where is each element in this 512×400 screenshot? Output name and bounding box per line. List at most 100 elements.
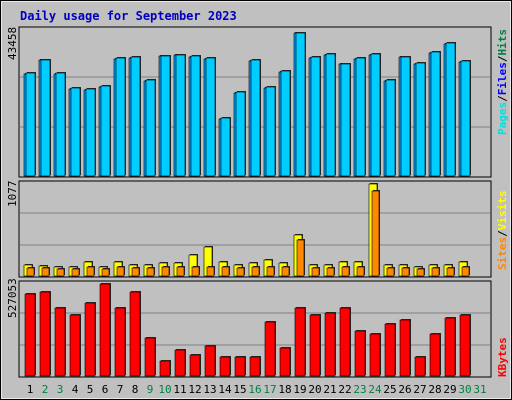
- legend-kbytes: KBytes: [496, 337, 509, 377]
- kbytes-bar-14: [219, 356, 231, 377]
- x-label-day-1: 1: [27, 383, 34, 396]
- x-label-day-13: 13: [203, 383, 216, 396]
- files-bar-30: [460, 60, 471, 177]
- legend-sep-1: /: [496, 95, 509, 102]
- sites-bar-19: [296, 239, 305, 277]
- x-label-day-3: 3: [57, 383, 64, 396]
- kbytes-bar-10: [159, 360, 171, 377]
- x-label-day-18: 18: [278, 383, 291, 396]
- x-label-day-8: 8: [132, 383, 139, 396]
- sites-bar-8: [131, 267, 140, 277]
- y-max-label-kbytes: 527053: [6, 278, 19, 318]
- x-label-day-30: 30: [458, 383, 471, 396]
- sites-bar-12: [191, 266, 200, 277]
- kbytes-bar-2: [39, 291, 51, 377]
- kbytes-bar-18: [279, 347, 291, 377]
- x-label-day-21: 21: [323, 383, 336, 396]
- files-bar-29: [445, 42, 456, 177]
- files-bar-3: [55, 72, 66, 177]
- sites-bar-5: [86, 266, 95, 277]
- files-bar-24: [370, 53, 381, 177]
- files-bar-23: [355, 57, 366, 177]
- sites-bar-18: [281, 266, 290, 277]
- kbytes-bar-12: [189, 354, 201, 377]
- kbytes-bar-29: [444, 317, 456, 377]
- bars-kbytes: [24, 283, 471, 377]
- sites-bar-11: [176, 266, 185, 277]
- sites-bar-20: [311, 267, 320, 277]
- files-bar-15: [235, 91, 246, 177]
- kbytes-bar-5: [84, 302, 96, 377]
- kbytes-bar-7: [114, 307, 126, 377]
- kbytes-bar-9: [144, 337, 156, 377]
- x-label-day-23: 23: [353, 383, 366, 396]
- kbytes-bar-11: [174, 349, 186, 377]
- x-label-day-20: 20: [308, 383, 321, 396]
- files-bar-28: [430, 51, 441, 177]
- kbytes-bar-28: [429, 333, 441, 377]
- sites-bar-15: [236, 267, 245, 277]
- kbytes-bar-1: [24, 293, 36, 377]
- sites-bar-29: [446, 267, 455, 277]
- sites-bar-10: [161, 266, 170, 277]
- chart-title: Daily usage for September 2023: [20, 9, 237, 23]
- x-label-day-12: 12: [188, 383, 201, 396]
- sites-bar-4: [71, 268, 80, 277]
- files-bar-4: [70, 87, 81, 177]
- files-bar-2: [40, 59, 51, 177]
- x-label-day-27: 27: [413, 383, 426, 396]
- files-bar-18: [280, 70, 291, 177]
- y-max-label-hits: 43458: [6, 27, 19, 60]
- sites-bar-17: [266, 266, 275, 277]
- legend-visits-panel: Sites/Visits: [496, 191, 509, 271]
- files-bar-12: [190, 55, 201, 177]
- sites-bar-9: [146, 267, 155, 277]
- files-bar-14: [220, 117, 231, 177]
- files-bar-16: [250, 59, 261, 177]
- kbytes-bar-17: [264, 321, 276, 377]
- x-label-day-10: 10: [158, 383, 171, 396]
- files-bar-20: [310, 56, 321, 177]
- x-label-day-19: 19: [293, 383, 306, 396]
- sites-bar-30: [461, 266, 470, 277]
- x-label-day-24: 24: [368, 383, 382, 396]
- files-bar-1: [25, 72, 36, 177]
- kbytes-bar-4: [69, 314, 81, 377]
- legend-hits-panel: Pages/Files/Hits: [496, 29, 509, 135]
- kbytes-bar-13: [204, 345, 216, 377]
- legend-kbytes-panel: KBytes: [496, 337, 509, 377]
- files-bar-8: [130, 56, 141, 177]
- sites-bar-2: [41, 267, 50, 277]
- sites-bar-23: [356, 266, 365, 277]
- files-bar-21: [325, 53, 336, 177]
- x-label-day-9: 9: [147, 383, 154, 396]
- kbytes-bar-15: [234, 356, 246, 377]
- legend-visits: Visits: [496, 191, 509, 231]
- kbytes-bar-20: [309, 314, 321, 377]
- kbytes-bar-30: [459, 314, 471, 377]
- sites-bar-7: [116, 266, 125, 277]
- sites-bar-21: [326, 267, 335, 277]
- files-bar-13: [205, 57, 216, 177]
- files-bar-5: [85, 88, 96, 177]
- files-bar-22: [340, 63, 351, 177]
- sites-bar-6: [101, 268, 110, 277]
- x-label-day-17: 17: [263, 383, 276, 396]
- sites-bar-14: [221, 266, 230, 277]
- bars-hits-files: [23, 32, 471, 177]
- kbytes-bar-21: [324, 312, 336, 377]
- kbytes-bar-23: [354, 330, 366, 377]
- files-bar-7: [115, 57, 126, 177]
- kbytes-bar-6: [99, 283, 111, 377]
- kbytes-bar-25: [384, 323, 396, 377]
- sites-bar-27: [416, 268, 425, 277]
- x-label-day-29: 29: [443, 383, 456, 396]
- sites-bar-3: [56, 268, 65, 277]
- files-bar-25: [385, 79, 396, 177]
- files-bar-26: [400, 56, 411, 177]
- files-bar-6: [100, 85, 111, 177]
- files-bar-11: [175, 54, 186, 177]
- files-bar-17: [265, 86, 276, 177]
- files-bar-9: [145, 79, 156, 177]
- legend-pages: Pages: [496, 102, 509, 135]
